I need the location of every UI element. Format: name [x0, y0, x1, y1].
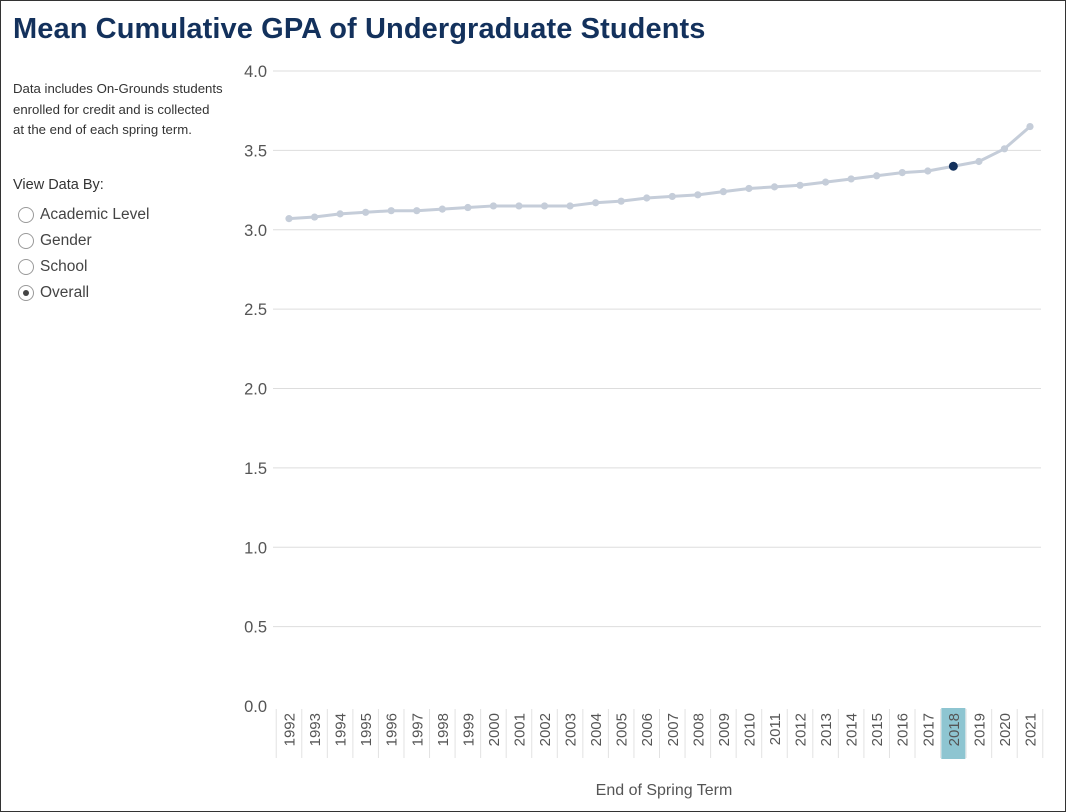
data-point: [796, 181, 804, 189]
x-tick-label: 2006: [639, 713, 656, 746]
data-point: [362, 208, 370, 216]
data-point: [285, 215, 293, 223]
x-tick-label: 1994: [333, 713, 350, 746]
x-tick-label: 1996: [384, 713, 401, 746]
y-tick-label: 4.0: [244, 63, 267, 81]
x-tick-label: 2017: [920, 713, 937, 746]
data-point: [898, 169, 906, 177]
data-point: [847, 175, 855, 183]
radio-button-selected-icon[interactable]: [18, 285, 34, 301]
radio-option-label: School: [40, 258, 88, 275]
x-tick-label: 1992: [282, 713, 299, 746]
y-axis-ticks: 0.0 0.5 1.0 1.5 2.0 2.5 3.0 3.5 4.0: [244, 63, 267, 716]
x-tick-label: 2007: [665, 713, 682, 746]
y-tick-label: 2.5: [244, 301, 267, 319]
data-point: [387, 207, 395, 215]
radio-button-icon[interactable]: [18, 207, 34, 223]
data-point: [464, 203, 472, 212]
x-tick-label: 1999: [460, 713, 477, 746]
data-point: [924, 167, 932, 175]
data-point: [745, 184, 753, 193]
x-tick-label: 2010: [741, 713, 758, 746]
x-tick-label: 2003: [563, 713, 580, 746]
data-point: [566, 202, 574, 210]
x-tick-label: 2000: [486, 713, 503, 746]
data-point: [592, 199, 600, 207]
y-tick-label: 1.0: [244, 539, 267, 557]
radio-option-overall[interactable]: Overall: [18, 280, 218, 306]
data-point: [515, 202, 523, 210]
x-tick-label: 1993: [307, 713, 324, 746]
radio-option-label: Gender: [40, 232, 92, 249]
series-overall: [285, 122, 1034, 223]
x-tick-label: 2021: [1023, 713, 1040, 746]
data-description: Data includes On-Grounds students enroll…: [13, 81, 223, 137]
x-tick-label: 2014: [844, 713, 861, 746]
x-axis-title: End of Spring Term: [596, 782, 733, 799]
page-title: Mean Cumulative GPA of Undergraduate Stu…: [13, 13, 706, 45]
x-tick-label: 2008: [690, 713, 707, 746]
data-point: [413, 207, 421, 215]
x-tick-label: 2001: [511, 713, 528, 746]
data-point: [438, 205, 446, 213]
radio-button-icon[interactable]: [18, 233, 34, 249]
gridlines: [273, 70, 1044, 758]
data-point: [489, 202, 498, 210]
radio-option-label: Overall: [40, 284, 90, 301]
data-point: [643, 194, 651, 202]
y-tick-label: 1.5: [244, 460, 267, 478]
data-point: [336, 210, 344, 218]
data-point: [975, 157, 983, 166]
data-point: [770, 183, 779, 191]
y-tick-label: 0.5: [244, 619, 267, 637]
data-point: [540, 202, 549, 210]
x-tick-label: 2016: [895, 713, 912, 746]
series-line: [288, 125, 1031, 221]
data-point: [873, 172, 881, 180]
y-tick-label: 3.0: [244, 222, 267, 240]
radio-option-label: Academic Level: [40, 206, 150, 223]
x-tick-label: 1998: [435, 713, 452, 746]
radio-option-school[interactable]: School: [18, 254, 218, 280]
highlighted-data-point: [948, 161, 958, 171]
view-data-by-label: View Data By:: [13, 177, 104, 193]
x-tick-label: 2005: [614, 713, 631, 746]
data-point: [719, 188, 727, 196]
radio-option-gender[interactable]: Gender: [18, 228, 218, 254]
y-tick-label: 2.0: [244, 381, 267, 399]
data-point: [694, 191, 702, 199]
x-tick-label: 2020: [997, 713, 1014, 746]
data-point: [668, 192, 676, 201]
x-axis-ticks: 1992 1993 1994 1995 1996 1997 1998 1999 2000 2001…: [282, 708, 1040, 759]
x-tick-label: 2019: [971, 713, 988, 746]
radio-button-icon[interactable]: [18, 259, 34, 275]
data-point: [310, 213, 319, 221]
data-point: [617, 197, 625, 205]
data-point: [1000, 145, 1009, 153]
y-tick-label: 3.5: [244, 142, 267, 160]
x-tick-label: 2018: [946, 713, 963, 746]
x-tick-label: 2009: [716, 713, 733, 746]
x-tick-highlight: [941, 708, 966, 759]
x-tick-label: 1997: [409, 713, 426, 746]
x-tick-label: 2002: [537, 713, 554, 746]
x-tick-label: 2012: [793, 713, 810, 746]
x-tick-label: 1995: [358, 713, 375, 746]
y-tick-label: 0.0: [244, 698, 267, 716]
radio-option-academic-level[interactable]: Academic Level: [18, 202, 218, 228]
x-tick-label: 2015: [869, 713, 886, 746]
x-tick-label: 2011: [767, 713, 784, 745]
x-tick-label: 2004: [588, 713, 605, 746]
view-data-by-radio-group: Academic Level Gender School Overall: [18, 202, 218, 306]
data-point: [821, 178, 830, 186]
x-tick-label: 2013: [818, 713, 835, 746]
data-point: [1026, 122, 1034, 131]
